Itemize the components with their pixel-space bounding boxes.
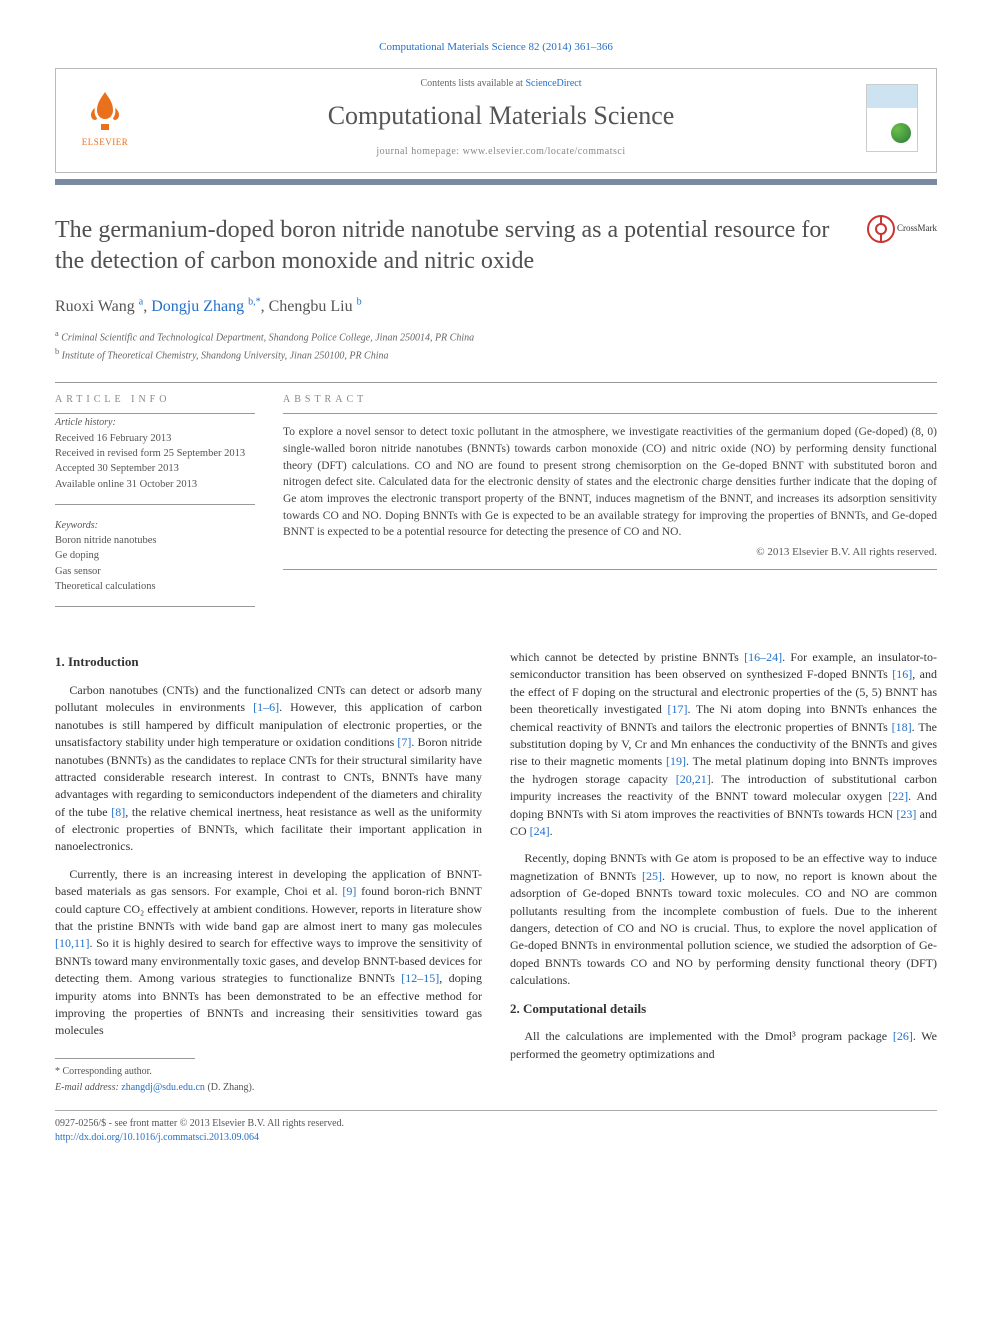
- issn-line: 0927-0256/$ - see front matter © 2013 El…: [55, 1117, 937, 1132]
- history-list: Received 16 February 2013Received in rev…: [55, 431, 255, 492]
- page-root: Computational Materials Science 82 (2014…: [0, 0, 992, 1176]
- info-divider-top: [55, 382, 937, 383]
- info-inner-divider: [55, 413, 255, 414]
- author-list: Ruoxi Wang a, Dongju Zhang b,*, Chengbu …: [55, 295, 937, 318]
- abstract-copyright: © 2013 Elsevier B.V. All rights reserved…: [283, 545, 937, 561]
- journal-reference: Computational Materials Science 82 (2014…: [55, 40, 937, 56]
- abstract-heading: ABSTRACT: [283, 385, 937, 414]
- homepage-url[interactable]: www.elsevier.com/locate/commatsci: [463, 146, 626, 157]
- email-label: E-mail address:: [55, 1082, 119, 1093]
- history-block: Article history: Received 16 February 20…: [55, 416, 255, 504]
- header-center: Contents lists available at ScienceDirec…: [136, 77, 866, 160]
- journal-cover-thumbnail: [866, 84, 918, 152]
- contents-available-line: Contents lists available at ScienceDirec…: [136, 77, 866, 92]
- page-footer: 0927-0256/$ - see front matter © 2013 El…: [55, 1110, 937, 1146]
- abstract-column: ABSTRACT To explore a novel sensor to de…: [283, 385, 937, 621]
- publisher-logo: ELSEVIER: [74, 88, 136, 149]
- corresponding-author-note: * Corresponding author.: [55, 1065, 482, 1080]
- keywords-block: Keywords: Boron nitride nanotubesGe dopi…: [55, 519, 255, 607]
- title-block: The germanium-doped boron nitride nanotu…: [55, 215, 937, 277]
- keywords-list: Boron nitride nanotubesGe dopingGas sens…: [55, 533, 255, 594]
- elsevier-tree-icon: [81, 88, 129, 136]
- section-heading-computational: 2. Computational details: [510, 1000, 937, 1019]
- article-info-column: ARTICLE INFO Article history: Received 1…: [55, 385, 255, 621]
- section-heading-intro: 1. Introduction: [55, 653, 482, 672]
- abstract-text: To explore a novel sensor to detect toxi…: [283, 416, 937, 541]
- email-author-name: (D. Zhang).: [207, 1082, 254, 1093]
- journal-homepage: journal homepage: www.elsevier.com/locat…: [136, 145, 866, 160]
- intro-paragraph-1: Carbon nanotubes (CNTs) and the function…: [55, 682, 482, 856]
- header-divider-bar: [55, 179, 937, 185]
- abstract-divider: [283, 413, 937, 414]
- email-line: E-mail address: zhangdj@sdu.edu.cn (D. Z…: [55, 1081, 482, 1096]
- corresponding-email-link[interactable]: zhangdj@sdu.edu.cn: [121, 1082, 205, 1093]
- publisher-name: ELSEVIER: [82, 136, 129, 149]
- abstract-bottom-divider: [283, 569, 937, 570]
- sciencedirect-link[interactable]: ScienceDirect: [525, 78, 581, 89]
- contents-prefix: Contents lists available at: [420, 78, 525, 89]
- journal-header-box: ELSEVIER Contents lists available at Sci…: [55, 68, 937, 173]
- article-info-heading: ARTICLE INFO: [55, 385, 255, 414]
- homepage-prefix: journal homepage:: [376, 146, 462, 157]
- keywords-label: Keywords:: [55, 519, 255, 534]
- intro-paragraph-3: which cannot be detected by pristine BNN…: [510, 649, 937, 840]
- body-columns: 1. Introduction Carbon nanotubes (CNTs) …: [55, 649, 937, 1096]
- intro-paragraph-4: Recently, doping BNNTs with Ge atom is p…: [510, 850, 937, 989]
- intro-paragraph-2: Currently, there is an increasing intere…: [55, 866, 482, 1040]
- computational-paragraph-1: All the calculations are implemented wit…: [510, 1028, 937, 1063]
- doi-link[interactable]: http://dx.doi.org/10.1016/j.commatsci.20…: [55, 1132, 259, 1143]
- history-label: Article history:: [55, 416, 255, 431]
- crossmark-label: CrossMark: [897, 222, 937, 235]
- corresponding-divider: [55, 1058, 195, 1059]
- crossmark-badge[interactable]: CrossMark: [867, 215, 937, 243]
- journal-title: Computational Materials Science: [136, 97, 866, 135]
- info-abstract-row: ARTICLE INFO Article history: Received 1…: [55, 385, 937, 621]
- crossmark-icon: [867, 215, 895, 243]
- affiliations: a Criminal Scientific and Technological …: [55, 328, 937, 364]
- article-title: The germanium-doped boron nitride nanotu…: [55, 215, 847, 277]
